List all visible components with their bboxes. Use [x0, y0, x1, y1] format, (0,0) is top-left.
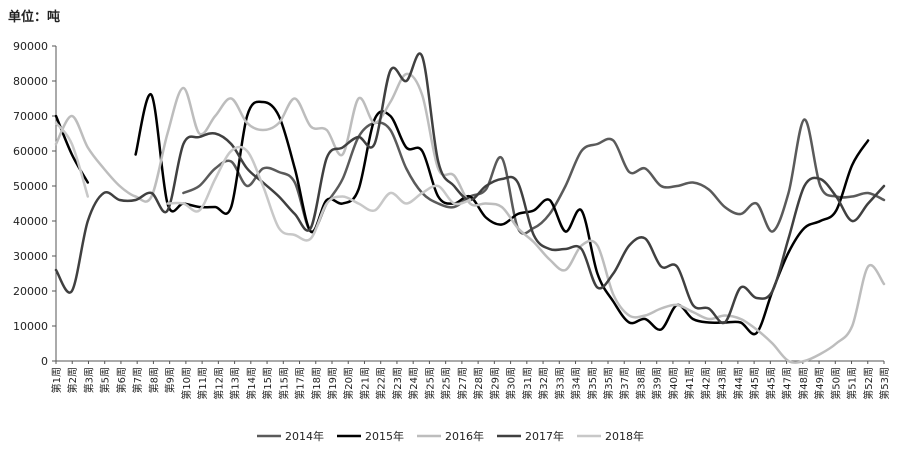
series-line-2017年 — [54, 52, 886, 325]
y-tick-label: 70000 — [13, 110, 48, 123]
x-tick-label: 第24周 — [407, 367, 420, 400]
x-tick-label: 第51周 — [846, 367, 859, 400]
y-tick-label: 50000 — [13, 180, 48, 193]
x-tick-label: 第41周 — [683, 367, 696, 400]
y-tick-label: 30000 — [13, 250, 48, 263]
x-tick-label: 第1周 — [50, 367, 63, 393]
y-tick-label: 20000 — [13, 285, 48, 298]
x-tick-label: 第45周 — [764, 367, 777, 400]
x-tick-label: 第25周 — [423, 367, 436, 400]
x-tick-label: 第43周 — [716, 367, 729, 400]
x-tick-label: 第31周 — [521, 367, 534, 400]
series-line-2014年 — [182, 118, 886, 235]
x-tick-label: 第32周 — [537, 367, 550, 400]
x-tick-label: 第28周 — [472, 367, 485, 400]
x-tick-label: 第47周 — [781, 367, 794, 400]
x-tick-label: 第30周 — [505, 367, 518, 400]
x-tick-label: 第5周 — [99, 367, 112, 393]
x-tick-label: 第25周 — [440, 367, 453, 400]
x-tick-label: 第15周 — [261, 367, 274, 400]
x-tick-label: 第17周 — [294, 367, 307, 400]
x-tick-label: 第29周 — [488, 367, 501, 400]
series-line-2016年 — [54, 72, 886, 364]
x-tick-label: 第35周 — [602, 367, 615, 400]
legend-label: 2014年 — [285, 429, 324, 443]
x-tick-label: 第10周 — [180, 367, 193, 400]
y-tick-label: 80000 — [13, 75, 48, 88]
x-tick-label: 第48周 — [797, 367, 810, 400]
x-tick-label: 第15周 — [277, 367, 290, 400]
x-tick-label: 第45周 — [748, 367, 761, 400]
x-tick-label: 第50周 — [829, 367, 842, 400]
x-tick-label: 第3周 — [82, 367, 95, 393]
x-tick-label: 第12周 — [212, 367, 225, 400]
legend-label: 2015年 — [365, 429, 404, 443]
y-tick-label: 60000 — [13, 145, 48, 158]
x-tick-label: 第49周 — [813, 367, 826, 400]
x-tick-label: 第11周 — [196, 367, 209, 400]
x-tick-label: 第2周 — [66, 367, 79, 393]
x-tick-label: 第33周 — [553, 367, 566, 400]
x-tick-label: 第37周 — [618, 367, 631, 400]
x-tick-label: 第34周 — [570, 367, 583, 400]
series-line-2015年 — [134, 93, 870, 336]
legend-label: 2018年 — [605, 429, 644, 443]
x-tick-label: 第7周 — [131, 367, 144, 393]
x-tick-label: 第35周 — [586, 367, 599, 400]
x-tick-label: 第53周 — [878, 367, 891, 400]
y-tick-label: 40000 — [13, 215, 48, 228]
unit-label: 单位：吨 — [8, 10, 61, 25]
series-line-2018年 — [54, 121, 90, 198]
x-tick-label: 第22周 — [375, 367, 388, 400]
legend-label: 2017年 — [525, 429, 564, 443]
x-tick-label: 第6周 — [115, 367, 128, 393]
x-tick-label: 第8周 — [147, 367, 160, 393]
x-tick-label: 第21周 — [358, 367, 371, 400]
x-tick-label: 第38周 — [634, 367, 647, 400]
x-tick-label: 第42周 — [699, 367, 712, 400]
x-tick-label: 第52周 — [862, 367, 875, 400]
x-tick-label: 第19周 — [326, 367, 339, 400]
x-tick-label: 第9周 — [164, 367, 177, 393]
x-tick-label: 第39周 — [651, 367, 664, 400]
series-line-2015年 — [54, 114, 90, 184]
x-tick-label: 第13周 — [229, 367, 242, 400]
legend-label: 2016年 — [445, 429, 484, 443]
x-tick-label: 第40周 — [667, 367, 680, 400]
x-tick-label: 第18周 — [310, 367, 323, 400]
x-tick-label: 第14周 — [245, 367, 258, 400]
x-tick-label: 第20周 — [342, 367, 355, 400]
x-tick-label: 第27周 — [456, 367, 469, 400]
x-tick-label: 第44周 — [732, 367, 745, 400]
x-tick-label: 第23周 — [391, 367, 404, 400]
y-tick-label: 10000 — [13, 320, 48, 333]
y-tick-label: 90000 — [13, 40, 48, 53]
y-tick-label: 0 — [41, 355, 48, 368]
series-line-2018年 — [166, 145, 472, 242]
